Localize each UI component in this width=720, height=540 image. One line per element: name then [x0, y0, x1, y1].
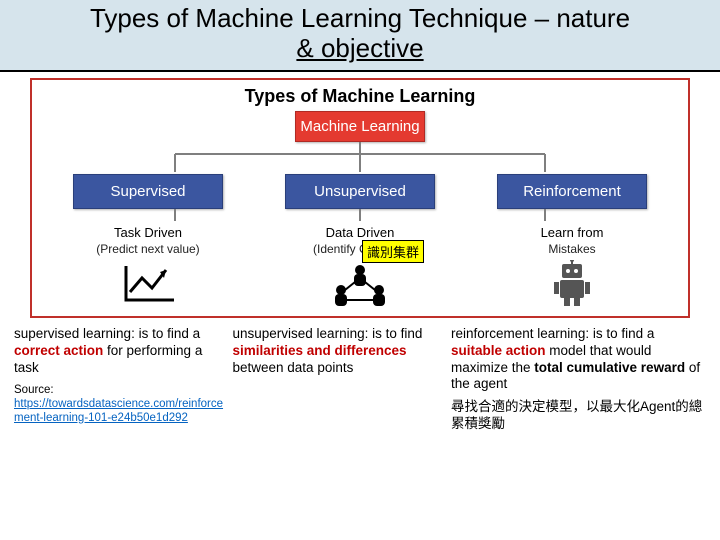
- cluster-icon: [280, 258, 440, 310]
- sub-row: Task Driven (Predict next value) Data Dr…: [42, 225, 678, 310]
- page-title: Types of Machine Learning Technique – na…: [0, 0, 720, 72]
- sub-reinforcement: Learn from Mistakes: [492, 225, 652, 310]
- title-line2: & objective: [296, 33, 423, 63]
- cluster-tag: 識別集群: [362, 240, 424, 263]
- text: unsupervised learning: is to find: [233, 326, 423, 341]
- branch-unsupervised: Unsupervised: [285, 174, 435, 209]
- diagram-title: Types of Machine Learning: [42, 86, 678, 107]
- emphasis: suitable action: [451, 343, 546, 358]
- sub-label: Learn from: [492, 225, 652, 240]
- sub-note: Mistakes: [492, 242, 652, 256]
- chinese-note: 尋找合適的決定模型，以最大化Agent的總累積獎勵: [451, 399, 706, 433]
- desc-reinforcement: reinforcement learning: is to find a sui…: [451, 326, 706, 433]
- root-node: Machine Learning: [295, 111, 425, 142]
- tree-connectors: [90, 142, 630, 176]
- sub-label: Data Driven: [280, 225, 440, 240]
- source-block: Source: https://towardsdatascience.com/r…: [14, 384, 227, 425]
- diagram-frame: Types of Machine Learning Machine Learni…: [30, 78, 690, 318]
- sub-label: Task Driven: [68, 225, 228, 240]
- branch-row: Supervised Unsupervised Reinforcement: [42, 174, 678, 209]
- source-label: Source:: [14, 384, 54, 396]
- text: reinforcement learning: is to find a: [451, 326, 654, 341]
- emphasis: correct action: [14, 343, 103, 358]
- bold-text: total cumulative reward: [534, 360, 685, 375]
- text: supervised learning: is to find a: [14, 326, 200, 341]
- title-line1: Types of Machine Learning Technique – na…: [90, 3, 630, 33]
- robot-icon: [492, 258, 652, 310]
- desc-supervised: supervised learning: is to find a correc…: [14, 326, 227, 433]
- text: between data points: [233, 360, 354, 375]
- source-link[interactable]: https://towardsdatascience.com/reinforce…: [14, 398, 223, 424]
- chart-icon: [68, 258, 228, 310]
- sub-supervised: Task Driven (Predict next value): [68, 225, 228, 310]
- sub-note: (Predict next value): [68, 242, 228, 256]
- branch-connectors: [90, 209, 630, 223]
- branch-supervised: Supervised: [73, 174, 223, 209]
- branch-reinforcement: Reinforcement: [497, 174, 647, 209]
- descriptions-row: supervised learning: is to find a correc…: [0, 322, 720, 433]
- desc-unsupervised: unsupervised learning: is to find simila…: [233, 326, 446, 433]
- sub-unsupervised: Data Driven (Identify Clusters): [280, 225, 440, 310]
- emphasis: similarities and differences: [233, 343, 407, 358]
